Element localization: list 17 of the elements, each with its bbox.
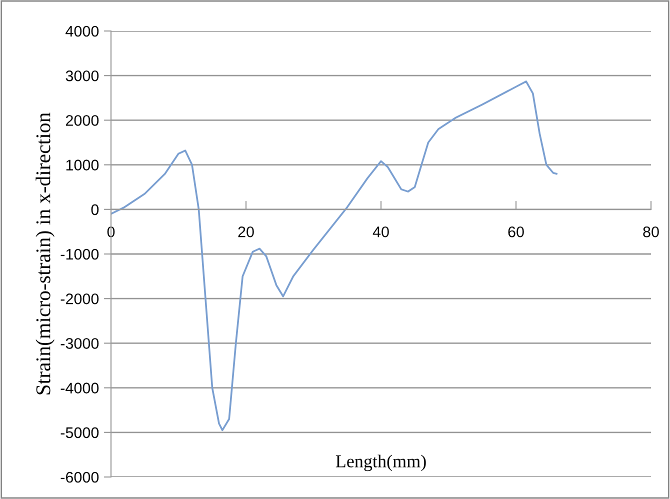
y-tick-label: -4000 bbox=[60, 382, 99, 394]
y-tick-label: 1000 bbox=[66, 160, 99, 170]
x-tick-label: 80 bbox=[643, 226, 659, 238]
y-tick-label: -2000 bbox=[60, 293, 99, 304]
y-tick-label: 3000 bbox=[66, 70, 99, 82]
y-axis-title: Strain(micro-strain) in x-direction bbox=[36, 112, 55, 394]
y-tick-label: 0 bbox=[91, 204, 99, 216]
x-tick-label: 40 bbox=[372, 226, 389, 238]
y-tick-label: -3000 bbox=[60, 338, 99, 349]
y-tick-label: -1000 bbox=[60, 248, 99, 260]
y-tick-label: -6000 bbox=[60, 472, 99, 483]
y-tick-label: 2000 bbox=[66, 115, 99, 126]
y-tick-label: -5000 bbox=[60, 427, 99, 438]
y-tick-label: 4000 bbox=[66, 26, 99, 37]
x-axis-title: Length(mm) bbox=[336, 454, 426, 472]
x-tick-label: 60 bbox=[508, 226, 524, 238]
x-tick-label: 20 bbox=[238, 226, 254, 238]
